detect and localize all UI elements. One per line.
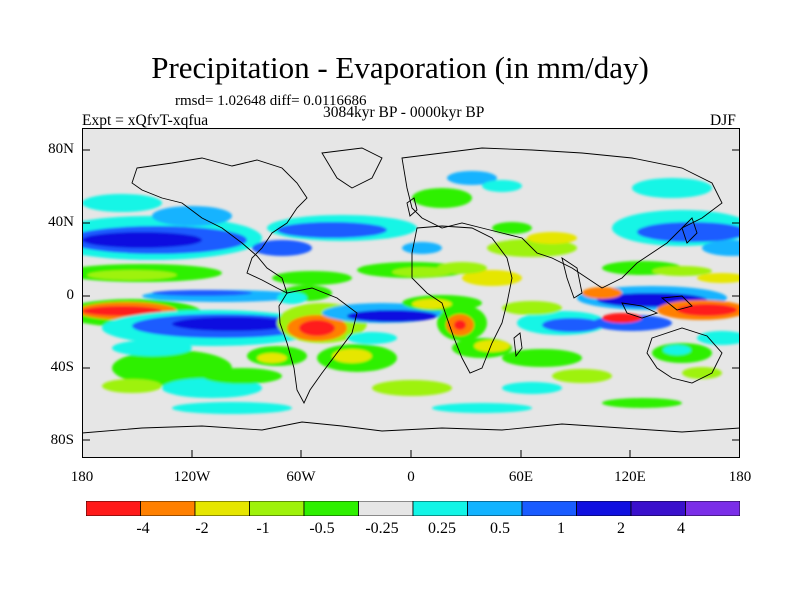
colorbar: [86, 501, 740, 516]
x-label-180e: 180: [728, 469, 752, 485]
colorbar-label: 4: [677, 520, 685, 537]
y-label-80s: 80S: [50, 432, 74, 448]
colorbar-swatch: [630, 501, 686, 516]
coastlines: [82, 147, 740, 434]
colorbar-label: 0.25: [428, 520, 456, 537]
colorbar-swatch: [685, 501, 740, 516]
season-label: DJF: [710, 112, 736, 129]
experiment-label: Expt = xQfvT-xqfua: [82, 112, 209, 129]
chart-title: Precipitation - Evaporation (in mm/day): [151, 50, 649, 85]
colorbar-label: 2: [617, 520, 625, 537]
x-label-120e: 120E: [614, 469, 646, 485]
colorbar-swatch: [140, 501, 196, 516]
precip-field: [82, 128, 740, 458]
x-label-60w: 60W: [286, 469, 316, 485]
period-subtitle: 3084kyr BP - 0000kyr BP: [323, 104, 485, 121]
colorbar-label: -0.5: [309, 520, 335, 537]
colorbar-swatch: [303, 501, 359, 516]
y-label-40n: 40N: [48, 214, 74, 230]
colorbar-swatch: [412, 501, 468, 516]
colorbar-label: -1: [256, 520, 270, 537]
colorbar-swatch: [576, 501, 632, 516]
colorbar-label: -2: [195, 520, 209, 537]
colorbar-label: 0.5: [490, 520, 510, 537]
map-plot: [82, 128, 740, 458]
x-label-0: 0: [407, 469, 415, 485]
y-label-0: 0: [66, 287, 75, 303]
x-label-60e: 60E: [508, 469, 534, 485]
x-label-180w: 180: [70, 469, 94, 485]
colorbar-swatch: [86, 501, 141, 516]
colorbar-swatch: [467, 501, 523, 516]
colorbar-label: 1: [557, 520, 565, 537]
x-label-120w: 120W: [173, 469, 211, 485]
colorbar-label: -4: [136, 520, 150, 537]
y-label-40s: 40S: [50, 359, 74, 375]
colorbar-swatch: [358, 501, 414, 516]
y-ticks: [82, 149, 740, 441]
stats-subtitle: rmsd= 1.02648 diff= 0.0116686: [175, 93, 367, 109]
y-label-80n: 80N: [48, 141, 74, 157]
colorbar-swatch: [249, 501, 305, 516]
colorbar-label: -0.25: [365, 520, 399, 537]
colorbar-swatch: [521, 501, 577, 516]
colorbar-swatch: [194, 501, 250, 516]
x-ticks: [191, 450, 631, 458]
